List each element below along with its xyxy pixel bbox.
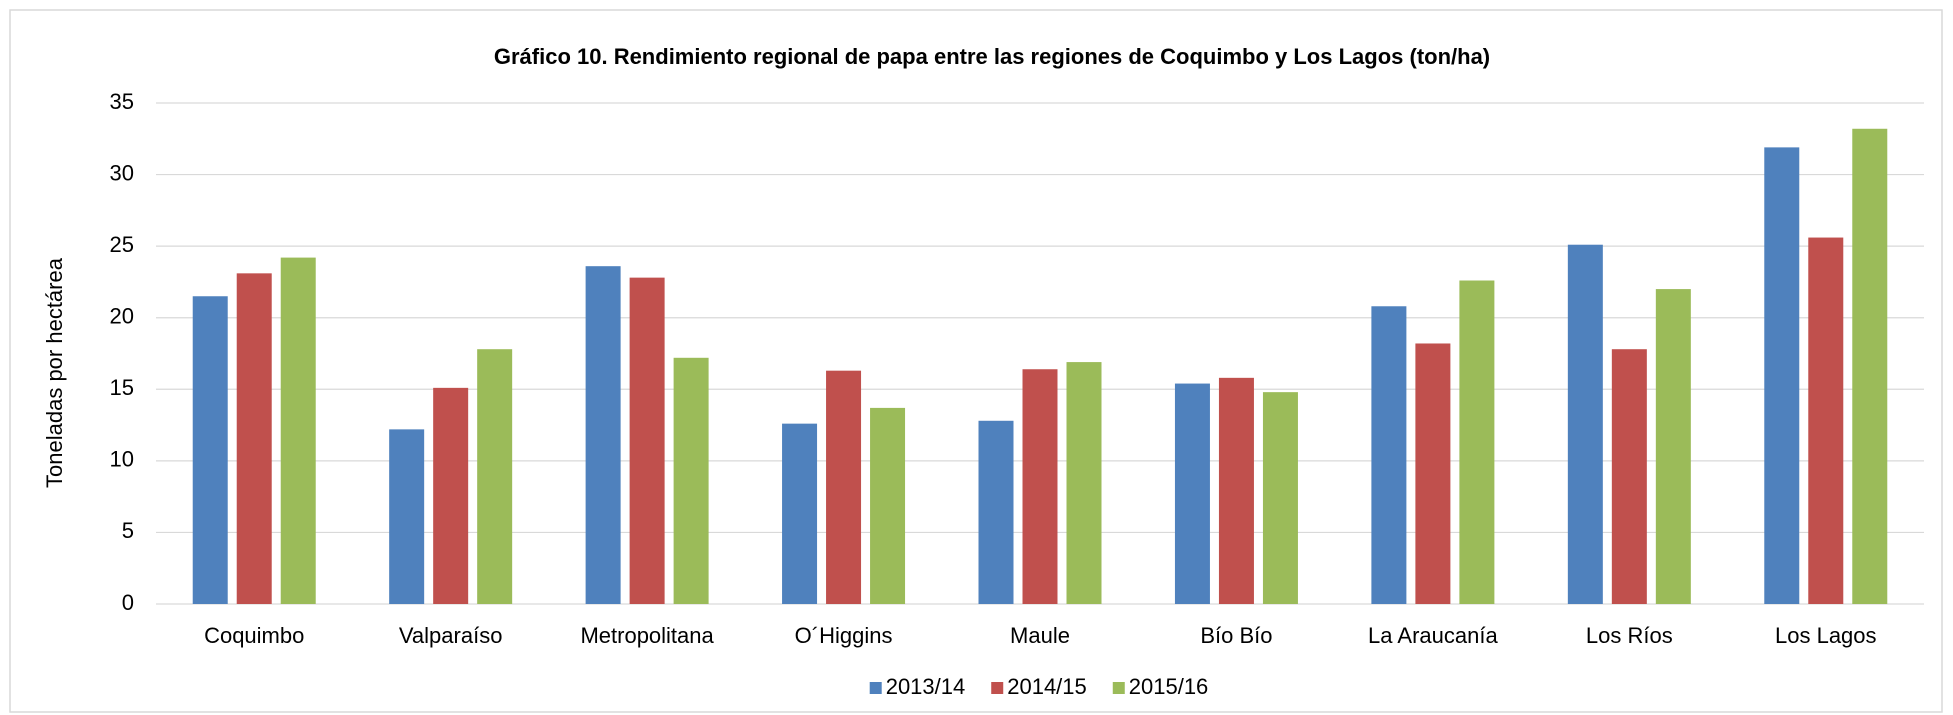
bar: [1459, 280, 1495, 604]
bar: [1611, 349, 1647, 604]
bar: [1567, 244, 1603, 604]
x-tick-label: O´Higgins: [795, 623, 893, 648]
legend-label: 2014/15: [1007, 674, 1087, 699]
x-tick-label: Metropolitana: [580, 623, 714, 648]
y-tick-label: 10: [110, 447, 134, 472]
y-tick-label: 25: [110, 232, 134, 257]
bar: [585, 266, 621, 604]
bar: [433, 387, 469, 604]
bar: [477, 349, 513, 604]
x-tick-label: Los Ríos: [1586, 623, 1673, 648]
y-tick-label: 5: [122, 518, 134, 543]
bar: [978, 420, 1014, 604]
bar: [826, 370, 862, 604]
x-tick-label: Los Lagos: [1775, 623, 1877, 648]
y-tick-label: 15: [110, 375, 134, 400]
bar: [1022, 369, 1058, 604]
bar: [1174, 383, 1210, 604]
legend-label: 2015/16: [1129, 674, 1209, 699]
legend-swatch: [1112, 682, 1125, 694]
legend-label: 2013/14: [886, 674, 966, 699]
bar: [782, 423, 818, 604]
x-tick-label: La Araucanía: [1368, 623, 1498, 648]
bar: [1808, 237, 1844, 604]
bar: [1066, 362, 1102, 604]
bar: [280, 257, 316, 604]
x-tick-label: Coquimbo: [204, 623, 304, 648]
bar: [1764, 147, 1800, 605]
bar: [389, 429, 425, 604]
x-tick-label: Maule: [1010, 623, 1070, 648]
legend-swatch: [991, 682, 1004, 694]
bar: [236, 273, 272, 604]
bar: [192, 296, 228, 604]
y-tick-label: 20: [110, 304, 134, 329]
bar: [629, 277, 665, 604]
y-tick-label: 0: [122, 590, 134, 615]
chart-title: Gráfico 10. Rendimiento regional de papa…: [494, 44, 1490, 69]
bar: [1371, 306, 1407, 604]
bar: [870, 407, 906, 604]
y-axis-label: Toneladas por hectárea: [42, 257, 67, 488]
bar: [1852, 128, 1888, 604]
y-tick-label: 35: [110, 89, 134, 114]
bar: [673, 357, 709, 604]
x-tick-label: Valparaíso: [399, 623, 503, 648]
bar: [1262, 392, 1298, 604]
x-tick-label: Bío Bío: [1200, 623, 1272, 648]
legend-swatch: [869, 682, 882, 694]
bar: [1655, 289, 1691, 604]
y-tick-label: 30: [110, 160, 134, 185]
bar: [1218, 377, 1254, 604]
bar: [1415, 343, 1451, 604]
